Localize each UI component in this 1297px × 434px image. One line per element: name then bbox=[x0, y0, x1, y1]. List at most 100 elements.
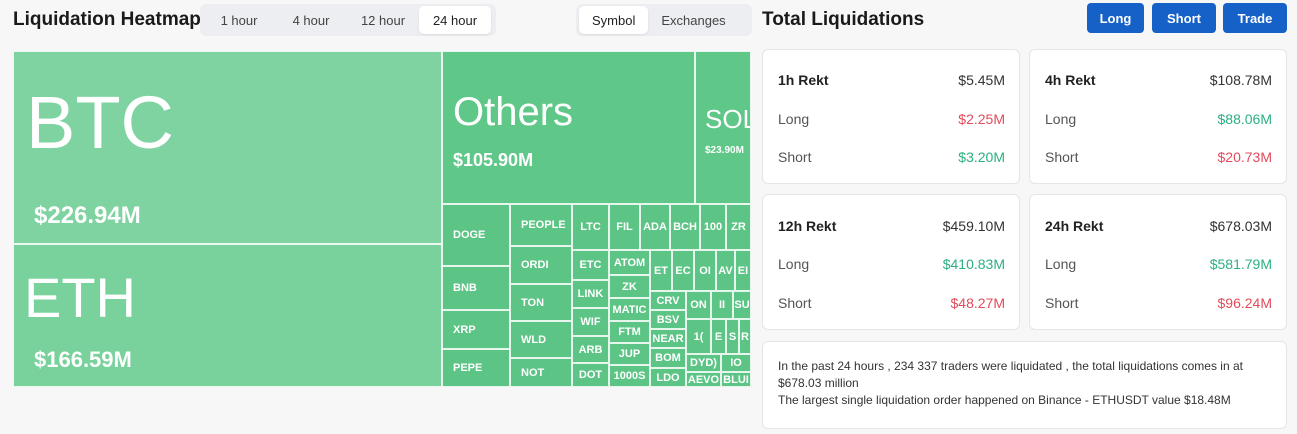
card-header-row: 4h Rekt $108.78M bbox=[1045, 72, 1272, 88]
card-long-value: $581.79M bbox=[1209, 256, 1272, 272]
treemap-cell-et[interactable]: ET bbox=[650, 250, 672, 291]
treemap-cell-s[interactable]: S bbox=[726, 319, 739, 354]
card-long-label: Long bbox=[778, 256, 810, 272]
treemap-cell-ftm[interactable]: FTM bbox=[609, 321, 650, 343]
card-header-row: 1h Rekt $5.45M bbox=[778, 72, 1005, 88]
summary-largest-order-text: The largest single liquidation order hap… bbox=[778, 393, 1231, 407]
treemap-cell-ltc[interactable]: LTC bbox=[572, 204, 609, 250]
summary-total-text: In the past 24 hours , 234 337 traders w… bbox=[778, 359, 1243, 390]
card-short-row: Short $20.73M bbox=[1045, 149, 1272, 165]
treemap-cell-bch[interactable]: BCH bbox=[670, 204, 700, 250]
total-liquidations-title: Total Liquidations bbox=[762, 9, 925, 30]
cell-value: $23.90M bbox=[705, 145, 744, 156]
tab-1-hour[interactable]: 1 hour bbox=[220, 12, 258, 28]
card-short-row: Short $96.24M bbox=[1045, 295, 1272, 311]
treemap-cell-zr[interactable]: ZR bbox=[726, 204, 751, 250]
treemap-cell-su[interactable]: SU bbox=[733, 291, 751, 319]
tab-12-hour[interactable]: 12 hour bbox=[360, 12, 406, 28]
treemap-cell-not[interactable]: NOT bbox=[510, 358, 572, 387]
treemap-cell-doge[interactable]: DOGE bbox=[442, 204, 510, 266]
treemap-cell-on[interactable]: ON bbox=[686, 291, 711, 319]
card-short-value: $96.24M bbox=[1217, 295, 1272, 311]
treemap-cell-aevo[interactable]: AEVO bbox=[686, 372, 721, 387]
treemap-cell-jup[interactable]: JUP bbox=[609, 343, 650, 365]
card-total-value: $5.45M bbox=[958, 72, 1005, 88]
card-short-row: Short $48.27M bbox=[778, 295, 1005, 311]
treemap-cell-btc[interactable]: BTC $226.94M bbox=[13, 51, 442, 244]
treemap-cell-e[interactable]: E bbox=[711, 319, 726, 354]
treemap-cell-ton[interactable]: TON bbox=[510, 284, 572, 321]
treemap-cell-bsv[interactable]: BSV bbox=[650, 310, 686, 329]
treemap-cell-blur[interactable]: BLUI bbox=[721, 372, 751, 387]
card-period-label: 1h Rekt bbox=[778, 72, 829, 88]
treemap-cell-etc[interactable]: ETC bbox=[572, 250, 609, 280]
liquidation-summary: In the past 24 hours , 234 337 traders w… bbox=[762, 341, 1287, 429]
treemap-cell-ordi[interactable]: ORDI bbox=[510, 246, 572, 284]
cell-symbol: Others bbox=[453, 90, 574, 134]
treemap-cell-oi[interactable]: OI bbox=[694, 250, 716, 291]
treemap-cell-ii[interactable]: II bbox=[711, 291, 733, 319]
trade-button[interactable]: Trade bbox=[1223, 3, 1287, 33]
treemap-cell-io[interactable]: IO bbox=[721, 354, 751, 372]
treemap-cell-fil[interactable]: FIL bbox=[609, 204, 640, 250]
view-mode-selector: Symbol Exchanges bbox=[576, 4, 752, 36]
card-header-row: 24h Rekt $678.03M bbox=[1045, 218, 1272, 234]
treemap-cell-sol[interactable]: SOL $23.90M bbox=[695, 51, 751, 204]
treemap-cell-people[interactable]: PEOPLE bbox=[510, 204, 572, 246]
treemap-cell-link[interactable]: LINK bbox=[572, 280, 609, 308]
heatmap-title: Liquidation Heatmap bbox=[13, 9, 201, 30]
tab-exchanges[interactable]: Exchanges bbox=[661, 12, 726, 28]
cell-symbol: BTC bbox=[26, 81, 174, 164]
card-total-value: $459.10M bbox=[942, 218, 1005, 234]
treemap-cell-wif[interactable]: WIF bbox=[572, 308, 609, 336]
treemap-cell-near[interactable]: NEAR bbox=[650, 329, 686, 348]
rekt-card-1h: 1h Rekt $5.45M Long $2.25M Short $3.20M bbox=[762, 49, 1020, 184]
tab-24-hour[interactable]: 24 hour bbox=[419, 6, 491, 34]
card-header-row: 12h Rekt $459.10M bbox=[778, 218, 1005, 234]
treemap-cell-zk[interactable]: ZK bbox=[609, 275, 650, 298]
card-short-label: Short bbox=[1045, 149, 1079, 165]
card-long-value: $2.25M bbox=[958, 111, 1005, 127]
treemap-cell-matic[interactable]: MATIC bbox=[609, 298, 650, 321]
treemap-cell-ldo[interactable]: LDO bbox=[650, 368, 686, 387]
treemap-cell-ada[interactable]: ADA bbox=[640, 204, 670, 250]
tab-symbol[interactable]: Symbol bbox=[579, 6, 649, 34]
treemap-cell-dydx[interactable]: DYD) bbox=[686, 354, 721, 372]
time-range-selector: 1 hour 4 hour 12 hour 24 hour bbox=[200, 4, 496, 36]
card-long-row: Long $2.25M bbox=[778, 111, 1005, 127]
treemap-cell-wld[interactable]: WLD bbox=[510, 321, 572, 358]
treemap-cell-crv[interactable]: CRV bbox=[650, 291, 686, 310]
treemap-cell-xrp[interactable]: XRP bbox=[442, 310, 510, 349]
long-button[interactable]: Long bbox=[1087, 3, 1144, 33]
treemap-cell-av[interactable]: AV bbox=[716, 250, 735, 291]
short-button[interactable]: Short bbox=[1152, 3, 1216, 33]
card-period-label: 12h Rekt bbox=[778, 218, 837, 234]
treemap-cell-ec[interactable]: EC bbox=[672, 250, 694, 291]
treemap-cell-arb[interactable]: ARB bbox=[572, 336, 609, 363]
rekt-card-24h: 24h Rekt $678.03M Long $581.79M Short $9… bbox=[1029, 194, 1287, 330]
treemap-cell-others[interactable]: Others $105.90M bbox=[442, 51, 695, 204]
treemap-cell-100[interactable]: 100 bbox=[700, 204, 726, 250]
tab-4-hour[interactable]: 4 hour bbox=[292, 12, 330, 28]
cell-symbol: ETH bbox=[24, 266, 136, 329]
treemap-cell-pepe[interactable]: PEPE bbox=[442, 349, 510, 387]
treemap-cell-ei[interactable]: EI bbox=[735, 250, 751, 291]
treemap-cell-bom[interactable]: BOM bbox=[650, 348, 686, 368]
card-short-label: Short bbox=[778, 149, 812, 165]
treemap-cell-eth[interactable]: ETH $166.59M bbox=[13, 244, 442, 387]
card-long-value: $88.06M bbox=[1217, 111, 1272, 127]
treemap-cell-1[interactable]: 1( bbox=[686, 319, 711, 354]
treemap-cell-atom[interactable]: ATOM bbox=[609, 250, 650, 275]
card-long-label: Long bbox=[1045, 256, 1077, 272]
card-period-label: 4h Rekt bbox=[1045, 72, 1096, 88]
treemap-cell-dot[interactable]: DOT bbox=[572, 363, 609, 387]
card-short-row: Short $3.20M bbox=[778, 149, 1005, 165]
card-short-value: $3.20M bbox=[958, 149, 1005, 165]
treemap-cell-bnb[interactable]: BNB bbox=[442, 266, 510, 310]
card-long-value: $410.83M bbox=[942, 256, 1005, 272]
card-short-label: Short bbox=[778, 295, 812, 311]
card-total-value: $678.03M bbox=[1209, 218, 1272, 234]
treemap-cell-r[interactable]: R bbox=[739, 319, 751, 354]
treemap-cell-1000s[interactable]: 1000S bbox=[609, 365, 650, 387]
